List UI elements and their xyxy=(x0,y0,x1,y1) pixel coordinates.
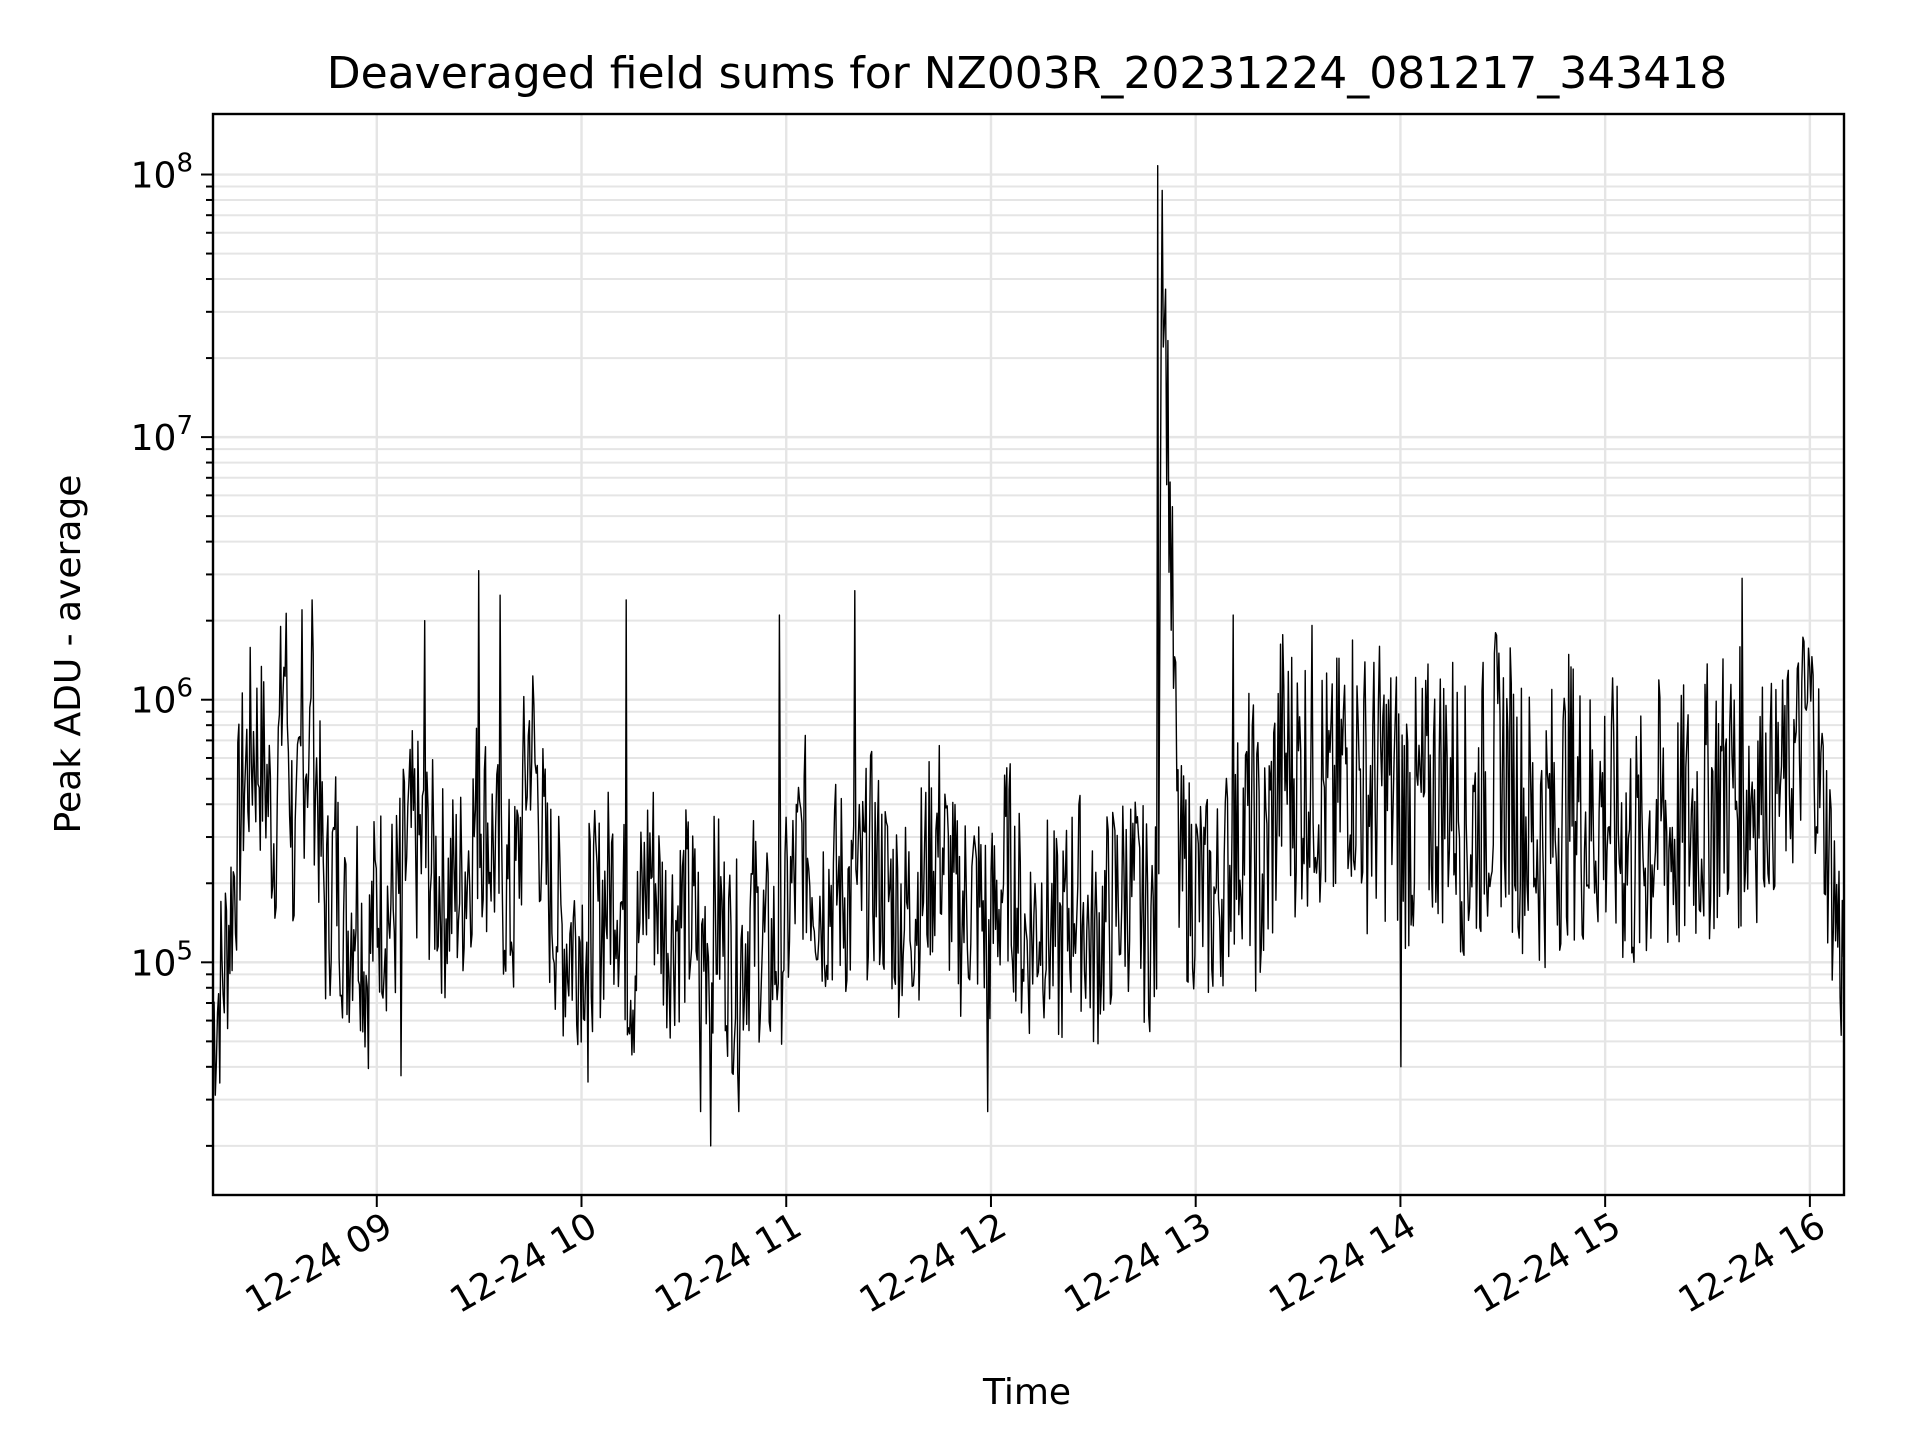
y-tick-label: 105 xyxy=(131,936,193,984)
x-tick-label: 12-24 16 xyxy=(1672,1205,1833,1321)
data-series xyxy=(212,165,1845,1147)
x-tick-label: 12-24 14 xyxy=(1262,1205,1423,1321)
chart-title: Deaveraged field sums for NZ003R_2023122… xyxy=(327,48,1727,99)
x-tick-label: 12-24 09 xyxy=(239,1205,400,1321)
y-axis-label: Peak ADU - average xyxy=(48,475,89,834)
x-tick-label: 12-24 12 xyxy=(853,1205,1014,1321)
grid xyxy=(213,114,1844,1195)
x-axis-label: Time xyxy=(982,1372,1071,1413)
x-tick-label: 12-24 13 xyxy=(1058,1205,1219,1321)
x-tick-label: 12-24 11 xyxy=(648,1205,809,1321)
y-tick-label: 107 xyxy=(131,411,193,459)
y-tick-label: 106 xyxy=(131,674,193,722)
plot-area-frame xyxy=(211,112,1846,1197)
x-tick-label: 12-24 10 xyxy=(443,1205,604,1321)
y-tick-label: 108 xyxy=(131,149,193,197)
series-line xyxy=(212,165,1845,1147)
x-tick-label: 12-24 15 xyxy=(1467,1205,1628,1321)
